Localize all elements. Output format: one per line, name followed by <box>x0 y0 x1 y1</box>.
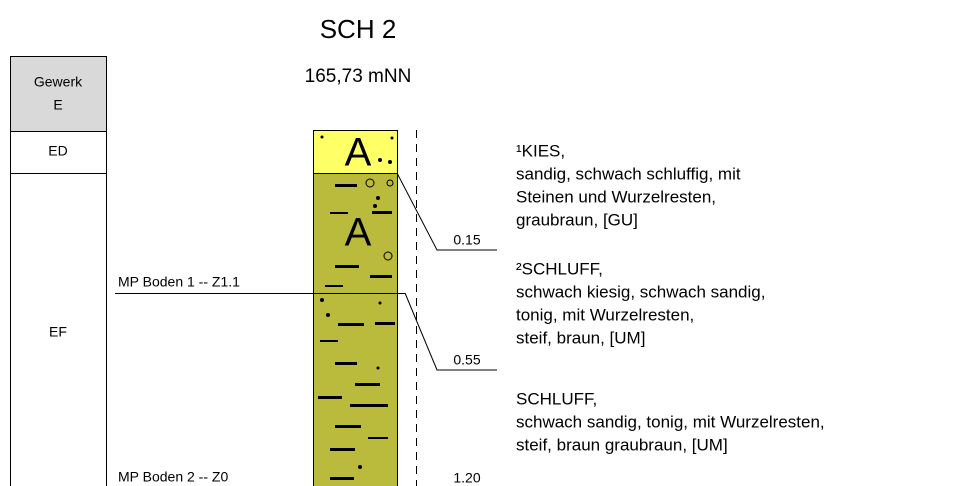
description-line: ²SCHLUFF, <box>516 259 603 278</box>
description-line: ¹KIES, <box>516 141 565 160</box>
column-symbol: A <box>345 211 372 255</box>
depth-label: 0.15 <box>453 232 480 248</box>
description-line: tonig, mit Wurzelresten, <box>516 305 694 324</box>
description-line: graubraun, [GU] <box>516 210 638 229</box>
sidebar-section: EF <box>49 324 67 340</box>
description-line: sandig, schwach schluffig, mit <box>516 164 741 183</box>
sidebar-header-box <box>10 56 107 132</box>
description-line: steif, braun, [UM] <box>516 328 645 347</box>
sidebar-header-line: Gewerk <box>34 74 83 90</box>
title: SCH 2 <box>320 14 397 44</box>
depth-label: 1.20 <box>453 470 480 486</box>
depth-leader <box>396 172 497 251</box>
soil-pattern <box>318 135 395 480</box>
description-line: SCHLUFF, <box>516 389 597 408</box>
description-line: Steinen und Wurzelresten, <box>516 187 716 206</box>
sample-label: MP Boden 1 -- Z1.1 <box>118 274 240 290</box>
sidebar-section: ED <box>48 143 67 159</box>
description-line: schwach kiesig, schwach sandig, <box>516 282 765 301</box>
elevation: 165,73 mNN <box>305 66 412 87</box>
descriptions: ¹KIES, sandig, schwach schluffig, mit Stei… <box>516 141 825 454</box>
sidebar-ef-box <box>10 173 107 486</box>
sidebar-ed-box <box>10 131 107 174</box>
description-line: steif, braun graubraun, [UM] <box>516 435 728 454</box>
depth-leader <box>404 292 497 371</box>
depth-label: 0.55 <box>453 352 480 368</box>
sidebar-header-line: E <box>53 97 62 113</box>
sample-label: MP Boden 2 -- Z0 <box>118 469 228 485</box>
description-line: schwach sandig, tonig, mit Wurzelresten, <box>516 412 825 431</box>
column-symbol: A <box>345 131 372 175</box>
layer-fill <box>313 173 398 486</box>
